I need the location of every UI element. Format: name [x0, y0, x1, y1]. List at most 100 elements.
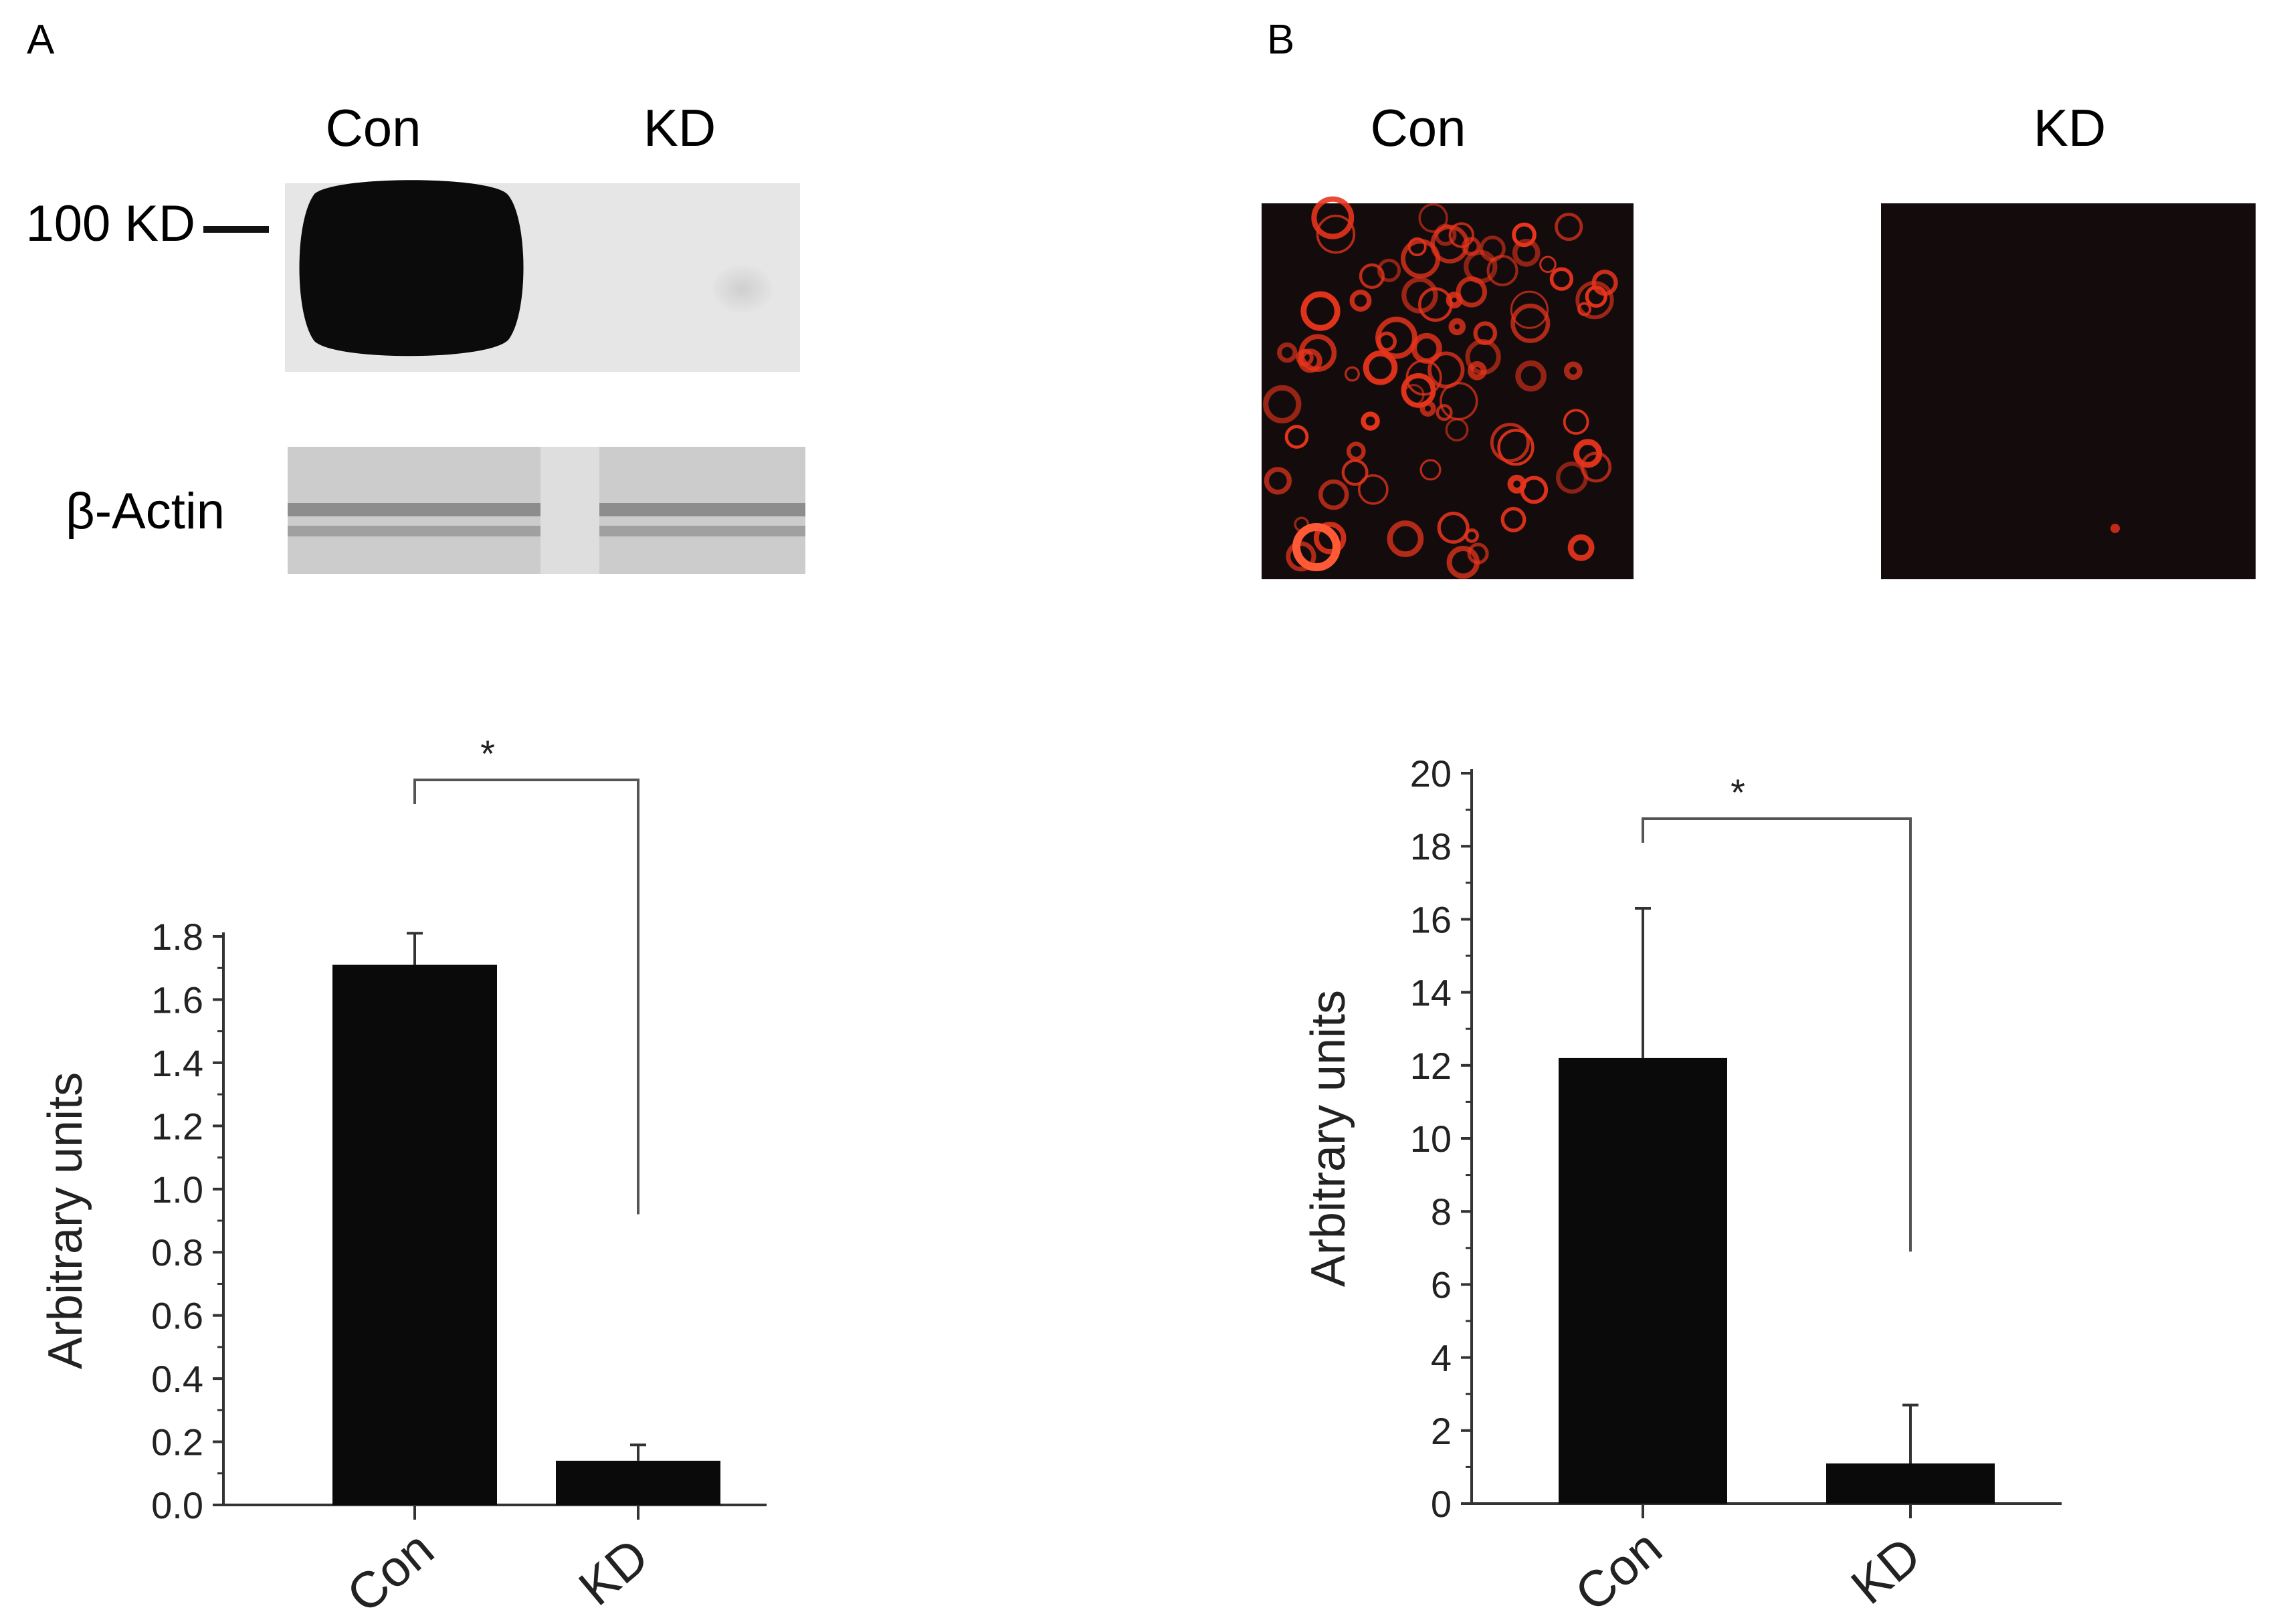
significance-label-b: *: [1731, 771, 1745, 813]
panel-a-letter: A: [27, 17, 55, 63]
panel-b-letter: B: [1267, 17, 1294, 63]
fluorescent-cell: [1363, 350, 1398, 385]
fluorescent-cell: [1311, 196, 1355, 239]
bar-a-kd: [556, 1460, 720, 1505]
fluorescent-cell: [1575, 280, 1614, 320]
y-tick-label-b: 12: [1410, 1045, 1452, 1087]
bar-b-kd: [1826, 1463, 1995, 1504]
x-tick-label-a: Con: [336, 1520, 444, 1624]
fluorescent-cell: [1436, 404, 1453, 421]
fluorescent-cell: [1448, 222, 1475, 248]
y-tick-label-a: 1.6: [151, 979, 203, 1021]
significance-label-a: *: [480, 732, 495, 775]
fluorescent-cell: [1467, 542, 1489, 565]
fluorescent-cell: [1440, 382, 1478, 421]
micrograph-label-con: Con: [1370, 98, 1466, 157]
micrograph-kd-speck: [2110, 524, 2120, 533]
fluorescent-cell: [1512, 222, 1537, 247]
fluorescent-cell: [1318, 479, 1349, 510]
fluorescent-cell: [1510, 303, 1551, 343]
micrograph-label-kd: KD: [2034, 98, 2106, 157]
fluorescent-cell: [1313, 522, 1347, 554]
fluorescent-cell: [1446, 292, 1463, 309]
fluorescent-cell: [1515, 360, 1547, 392]
y-tick-label-b: 16: [1410, 898, 1452, 940]
bar-b-con: [1559, 1057, 1727, 1504]
fluorescent-cell: [1387, 520, 1424, 557]
y-tick-label-a: 0.2: [151, 1421, 203, 1463]
fluorescent-cell: [1316, 214, 1356, 254]
blot-lane-label-con: Con: [325, 98, 421, 157]
fluorescent-cell: [1401, 239, 1440, 279]
fluorescent-cell: [1437, 511, 1470, 544]
fluorescent-cell: [1357, 474, 1389, 505]
bar-a-con: [332, 965, 497, 1505]
panel-b: B Con KD: [1262, 17, 2256, 579]
fluorescent-cell: [1345, 366, 1360, 382]
actin-band-upper-kd: [599, 503, 805, 516]
fluorescent-cell: [1341, 459, 1369, 486]
fluorescent-cell: [1510, 290, 1549, 329]
fluorescent-cell: [1263, 385, 1302, 424]
y-tick-label-a: 0.8: [151, 1231, 203, 1274]
y-tick-label-b: 8: [1431, 1191, 1452, 1233]
y-axis-label-b: Arbitrary units: [1302, 990, 1355, 1287]
y-tick-label-b: 10: [1410, 1118, 1452, 1160]
western-blot-target: [285, 180, 800, 372]
x-tick-label-a: KD: [569, 1528, 660, 1617]
fluorescent-cell: [1419, 459, 1442, 481]
micrograph-con-cells: [1263, 196, 1618, 579]
fluorescent-cell: [1377, 258, 1401, 282]
blot-lane-label-kd: KD: [644, 98, 716, 157]
fluorescent-cell: [1346, 441, 1366, 462]
actin-band-lower: [288, 526, 540, 536]
fluorescent-cell: [1555, 213, 1583, 241]
fluorescent-cell: [1577, 302, 1591, 316]
loading-control-label: β-Actin: [66, 483, 225, 540]
actin-band-upper: [288, 503, 540, 516]
fluorescent-cell: [1507, 474, 1526, 494]
y-tick-label-a: 1.8: [151, 916, 203, 958]
fluorescent-cell: [1300, 291, 1341, 331]
y-tick-label-b: 0: [1431, 1483, 1452, 1525]
y-tick-label-a: 1.2: [151, 1105, 203, 1147]
bar-chart-a: 0.0 0.2 0.4 0.6 0.8 1.0 1.2 1.4 1.6 1.8 Arbitrary …: [39, 732, 767, 1624]
fluorescent-cell: [1490, 423, 1530, 463]
fluorescent-cell: [1359, 263, 1385, 289]
fluorescent-cell: [1497, 429, 1535, 466]
fluorescent-cell: [1375, 316, 1417, 359]
fluorescent-cell: [1563, 409, 1589, 435]
fluorescent-cell: [1573, 439, 1603, 468]
fluorescent-cell: [1298, 348, 1322, 373]
y-tick-label-b: 20: [1410, 752, 1452, 795]
fluorescent-cell: [1563, 361, 1583, 381]
fluorescent-cell: [1479, 235, 1506, 262]
significance-bracket-b: [1642, 817, 1912, 1252]
fluorescent-cell: [1549, 267, 1574, 291]
micrograph-kd: [1881, 203, 2256, 579]
y-tick-label-b: 2: [1431, 1410, 1452, 1452]
blot-band-kd: [712, 265, 773, 313]
y-tick-label-b: 4: [1431, 1337, 1452, 1379]
y-tick-label-b: 6: [1431, 1263, 1452, 1306]
fluorescent-cell: [1427, 351, 1465, 389]
actin-band-lower-kd: [599, 526, 805, 536]
fluorescent-cell: [1349, 290, 1372, 312]
fluorescent-cell: [1473, 321, 1498, 346]
fluorescent-cell: [1405, 359, 1442, 396]
y-tick-label-a: 1.4: [151, 1042, 203, 1084]
y-axis-label-a: Arbitrary units: [39, 1072, 92, 1369]
y-tick-label-b: 18: [1410, 825, 1452, 868]
western-blot-actin: [288, 447, 805, 574]
fluorescent-cell: [1585, 285, 1607, 308]
panel-a: A Con KD 100 KD β-Actin: [26, 17, 805, 574]
x-tick-label-b: KD: [1841, 1526, 1932, 1615]
fluorescent-cell: [1277, 342, 1298, 363]
bar-chart-b: 0 2 4 6 8 10 12 14 16 18 20 Arbitrary units Con KD *: [1302, 752, 2062, 1623]
blot-band-con: [299, 180, 524, 357]
fluorescent-cell: [1361, 411, 1380, 431]
fluorescent-cell: [1539, 256, 1557, 274]
fluorescent-cell: [1407, 237, 1427, 257]
marker-label: 100 KD: [26, 195, 196, 252]
